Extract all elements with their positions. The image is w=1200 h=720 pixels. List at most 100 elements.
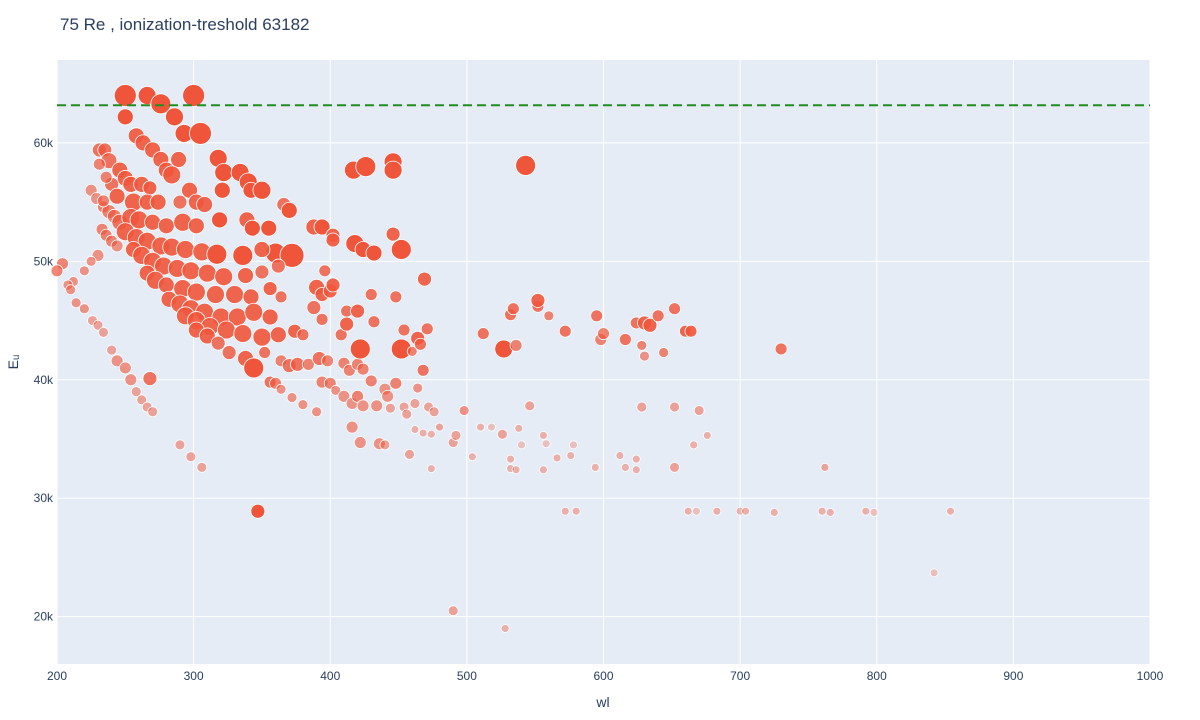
y-axis-title: Eᵤ (5, 355, 21, 370)
data-point (409, 398, 421, 409)
data-point (869, 508, 879, 517)
x-axis-ticks: 200 300 400 500 600 700 800 900 1000 (47, 669, 1164, 683)
data-point (92, 319, 104, 331)
data-point (315, 312, 329, 326)
data-point (389, 376, 403, 390)
data-point (506, 454, 515, 464)
data-point (237, 267, 254, 284)
data-point (242, 288, 260, 306)
y-tick-label: 60k (34, 136, 54, 150)
data-point (615, 451, 625, 460)
data-point (417, 271, 432, 287)
data-point (370, 399, 384, 413)
data-point (367, 315, 381, 329)
data-point (558, 324, 572, 338)
data-point (116, 108, 134, 126)
data-point (252, 180, 272, 200)
data-point (349, 338, 371, 360)
data-point (113, 84, 137, 107)
data-point (213, 181, 231, 199)
data-point (410, 425, 420, 434)
data-point (412, 382, 424, 394)
x-tick-label: 200 (47, 669, 67, 683)
scatter-points (50, 84, 955, 633)
data-point (397, 323, 411, 337)
data-point (337, 389, 351, 403)
data-point (458, 405, 470, 416)
data-point (476, 422, 485, 432)
data-point (631, 465, 641, 475)
data-point (306, 300, 322, 315)
data-point (108, 187, 126, 205)
data-point (364, 288, 378, 301)
data-point (418, 428, 428, 438)
data-point (353, 436, 367, 449)
data-point (689, 440, 699, 450)
data-point (651, 309, 665, 323)
data-point (244, 302, 264, 322)
x-tick-label: 500 (457, 669, 477, 683)
data-point (428, 406, 440, 418)
data-point (142, 371, 158, 386)
data-point (636, 340, 648, 351)
data-point (187, 217, 205, 235)
data-point (198, 327, 216, 345)
data-point (182, 84, 206, 107)
data-point (712, 506, 722, 516)
data-point (275, 383, 287, 395)
data-point (560, 506, 570, 516)
data-point (233, 324, 253, 343)
data-point (861, 506, 871, 516)
data-point (702, 431, 712, 440)
data-point (566, 451, 576, 460)
data-point (825, 508, 835, 517)
data-point (170, 151, 187, 168)
data-point (78, 303, 90, 315)
data-point (450, 430, 462, 441)
data-point (669, 462, 680, 473)
data-point (509, 339, 523, 352)
data-point (211, 211, 228, 229)
data-point (270, 258, 286, 274)
data-point (506, 302, 520, 316)
data-point (683, 506, 693, 516)
x-tick-label: 600 (593, 669, 613, 683)
data-point (50, 264, 64, 278)
data-point (435, 422, 444, 432)
data-point (384, 402, 396, 414)
data-point (172, 194, 188, 210)
data-point (571, 506, 581, 516)
x-tick-label: 700 (730, 669, 750, 683)
data-point (150, 93, 172, 115)
data-point (261, 308, 279, 326)
data-point (390, 239, 412, 260)
data-point (174, 439, 186, 451)
data-point (162, 165, 182, 185)
data-point (97, 194, 110, 208)
y-axis-ticks: 20k 30k 40k 50k 60k (34, 136, 54, 624)
data-point (590, 309, 604, 323)
data-point (321, 354, 334, 368)
data-point (189, 122, 212, 145)
data-point (286, 392, 298, 403)
data-point (185, 451, 197, 463)
data-point (78, 265, 90, 277)
data-point (383, 160, 403, 180)
data-point (416, 363, 430, 377)
data-point (243, 219, 261, 237)
data-point (196, 462, 208, 473)
data-point (946, 506, 955, 516)
y-tick-label: 50k (34, 254, 54, 268)
data-point (631, 454, 641, 464)
data-point (639, 350, 650, 362)
data-point (330, 385, 342, 396)
data-point (339, 316, 355, 332)
data-point (142, 180, 158, 196)
data-point (318, 264, 332, 278)
data-point (313, 218, 331, 236)
data-point (351, 389, 364, 403)
data-point (110, 354, 124, 368)
x-tick-label: 800 (867, 669, 887, 683)
data-point (389, 290, 403, 304)
data-point (447, 605, 459, 617)
